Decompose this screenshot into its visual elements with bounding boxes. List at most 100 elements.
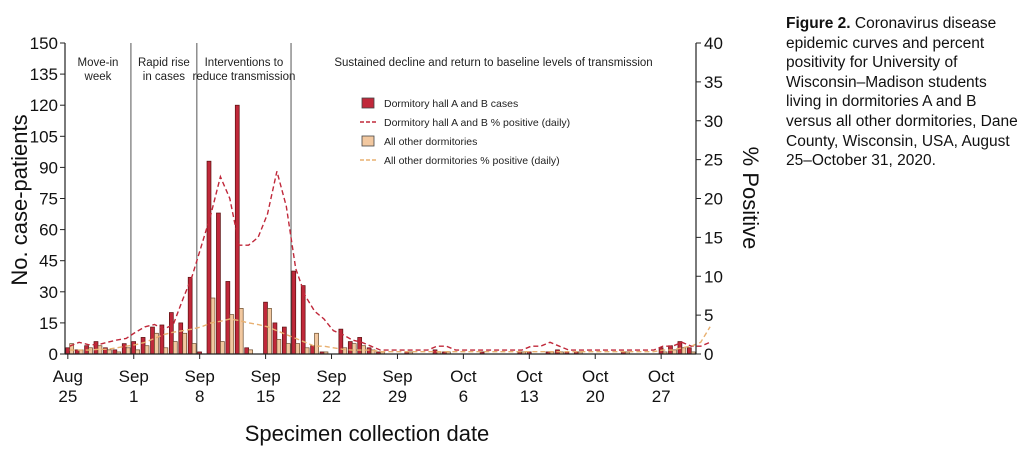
bar-other-dormitories <box>163 347 169 355</box>
x-tick-month: Oct <box>450 367 477 386</box>
bar-other-dormitories <box>172 341 178 355</box>
bar-other-dormitories <box>681 347 687 355</box>
figure-caption-text: Coronavirus disease epidemic curves and … <box>786 15 1018 170</box>
bar-dormitory-ab <box>347 341 353 355</box>
legend-swatch <box>361 135 375 147</box>
y-tick-label: 45 <box>39 252 58 271</box>
x-tick-month: Sep <box>382 367 412 386</box>
phase-label: reduce transmission <box>192 71 295 83</box>
x-tick-month: Oct <box>516 367 543 386</box>
phase-label: Move-in <box>78 57 119 69</box>
y2-tick-label: 5 <box>704 306 713 325</box>
bar-dormitory-ab <box>244 347 249 355</box>
y2-axis-title: % Positive <box>738 147 763 250</box>
y-tick-label: 150 <box>30 34 58 53</box>
y-tick-label: 105 <box>30 127 58 146</box>
bar-dormitory-ab <box>65 347 71 355</box>
x-tick-month: Sep <box>119 367 149 386</box>
x-tick-date: 15 <box>256 387 275 406</box>
bar-other-dormitories <box>191 343 197 355</box>
bar-dormitory-ab <box>121 343 127 355</box>
bar-other-dormitories <box>220 341 225 355</box>
x-tick-date: 8 <box>195 387 204 406</box>
y2-tick-label: 15 <box>704 228 723 247</box>
bar-dormitory-ab <box>187 276 193 355</box>
y2-tick-label: 20 <box>704 190 723 209</box>
bar-other-dormitories <box>125 347 131 355</box>
y-tick-label: 75 <box>39 190 58 209</box>
bar-dormitory-ab <box>206 160 212 355</box>
legend-swatch <box>361 97 375 109</box>
line-other-percent <box>69 318 711 353</box>
bar-other-dormitories <box>248 349 253 355</box>
bar-dormitory-ab <box>131 341 136 355</box>
y-tick-label: 30 <box>39 283 58 302</box>
legend-label: Dormitory hall A and B % positive (daily… <box>384 117 570 129</box>
y-tick-label: 60 <box>39 221 58 240</box>
bar-dormitory-ab <box>291 270 297 355</box>
bar-other-dormitories <box>210 297 216 355</box>
y-tick-label: 135 <box>30 65 58 84</box>
x-tick-date: 22 <box>322 387 341 406</box>
bar-other-dormitories <box>295 343 301 355</box>
y2-tick-label: 25 <box>704 151 723 170</box>
bar-other-dormitories <box>144 345 150 355</box>
bar-dormitory-ab <box>263 301 268 355</box>
x-tick-date: 13 <box>520 387 539 406</box>
bar-series <box>65 104 696 355</box>
bar-dormitory-ab <box>282 326 287 355</box>
x-tick-date: 20 <box>586 387 605 406</box>
bar-dormitory-ab <box>169 312 174 355</box>
bar-other-dormitories <box>314 332 319 355</box>
legend-label: All other dormitories % positive (daily) <box>384 155 560 167</box>
x-tick-month: Sep <box>185 367 215 386</box>
y2-tick-label: 30 <box>704 112 723 131</box>
bar-other-dormitories <box>238 308 244 355</box>
bar-other-dormitories <box>229 314 235 355</box>
x-tick-month: Sep <box>250 367 280 386</box>
epidemic-curve-chart: Move-in week Rapid rise in cases Interventio… <box>7 34 763 446</box>
bar-other-dormitories <box>135 349 140 355</box>
x-tick-month: Oct <box>648 367 675 386</box>
bar-other-dormitories <box>351 343 357 355</box>
figure-caption: Figure 2. Coronavirus disease epidemic c… <box>786 14 1022 171</box>
phase-label: Interventions to <box>205 57 284 69</box>
y2-tick-label: 35 <box>704 73 723 92</box>
x-tick-date: 25 <box>58 387 77 406</box>
bar-dormitory-ab <box>178 322 184 355</box>
bar-other-dormitories <box>88 347 93 355</box>
y-tick-label: 90 <box>39 158 58 177</box>
y2-tick-label: 40 <box>704 34 723 53</box>
bar-dormitory-ab <box>686 347 692 355</box>
bar-other-dormitories <box>107 349 112 355</box>
phase-label: Sustained decline and return to baseline… <box>334 57 652 69</box>
x-tick-date: 6 <box>459 387 468 406</box>
y2-tick-label: 0 <box>704 345 713 364</box>
x-tick-month: Aug <box>53 367 83 386</box>
phase-label: Rapid rise <box>138 57 190 69</box>
legend-label: All other dormitories <box>384 136 477 148</box>
bar-other-dormitories <box>267 308 272 355</box>
phase-annotations: Move-in week Rapid rise in cases Interventio… <box>78 43 653 354</box>
x-tick-date: 1 <box>129 387 138 406</box>
phase-label: in cases <box>143 71 185 83</box>
y-tick-label: 0 <box>49 345 58 364</box>
bar-dormitory-ab <box>225 281 231 355</box>
bar-dormitory-ab <box>216 212 221 355</box>
x-tick-date: 27 <box>652 387 671 406</box>
x-tick-month: Oct <box>582 367 609 386</box>
x-tick-month: Sep <box>316 367 346 386</box>
phase-label: week <box>84 71 112 83</box>
x-axis-title: Specimen collection date <box>245 421 490 446</box>
bar-dormitory-ab <box>357 337 363 355</box>
bar-other-dormitories <box>285 343 291 355</box>
bar-dormitory-ab <box>140 337 146 355</box>
bar-dormitory-ab <box>93 341 99 355</box>
percent-positive-lines <box>69 171 711 353</box>
line-dormitory-ab-percent <box>69 171 711 351</box>
chart-legend: Dormitory hall A and B cases Dormitory ha… <box>360 97 570 167</box>
bar-other-dormitories <box>276 339 282 355</box>
x-tick-date: 29 <box>388 387 407 406</box>
bar-dormitory-ab <box>112 349 118 355</box>
y2-tick-label: 10 <box>704 267 723 286</box>
